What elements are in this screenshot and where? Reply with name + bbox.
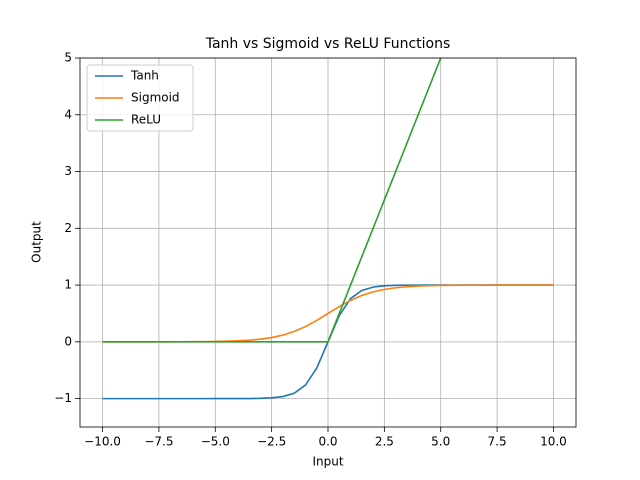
y-tick-label: 0	[64, 334, 72, 348]
x-tick-label: 5.0	[431, 435, 450, 449]
legend-label: Sigmoid	[131, 91, 180, 105]
x-tick-label: 0.0	[318, 435, 337, 449]
line-series	[102, 58, 442, 343]
legend-label: ReLU	[131, 113, 161, 127]
plot-frame	[79, 57, 577, 428]
y-tick-label: 1	[64, 278, 72, 292]
x-tick-label: −2.5	[257, 435, 286, 449]
x-tick-label: −5.0	[201, 435, 230, 449]
x-tick-label: 10.0	[540, 435, 567, 449]
y-tick-label: 5	[64, 51, 72, 65]
x-tick-label: −10.0	[84, 435, 121, 449]
legend: Tanh Sigmoid ReLU	[86, 64, 194, 132]
x-tick-label: −7.5	[144, 435, 173, 449]
y-tick-label: −1	[54, 391, 72, 405]
x-tick-label: 2.5	[375, 435, 394, 449]
y-tick-label: 2	[64, 221, 72, 235]
legend-box	[86, 64, 194, 132]
y-tick-label: 4	[64, 107, 72, 121]
legend-label: Tanh	[130, 69, 159, 83]
chart-title: Tanh vs Sigmoid vs ReLU Functions	[205, 36, 451, 52]
y-axis-label: Output	[30, 221, 44, 263]
y-tick-label: 3	[64, 164, 72, 178]
x-axis-label: Input	[312, 455, 343, 469]
x-tick-label: 7.5	[488, 435, 507, 449]
